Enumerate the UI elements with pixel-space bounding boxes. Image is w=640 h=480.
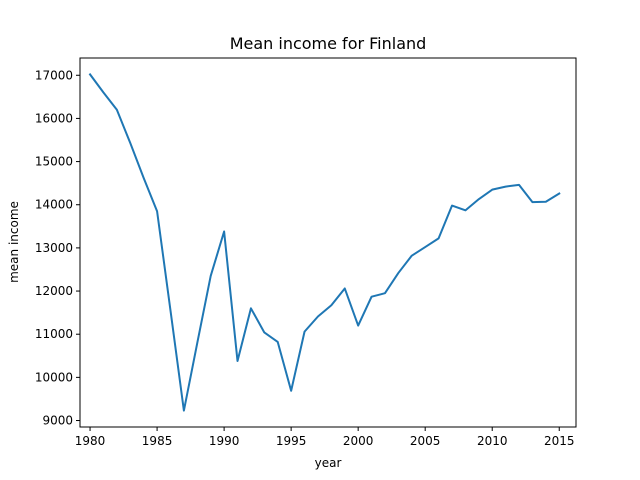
x-tick-label: 2015 bbox=[544, 434, 575, 448]
chart-title: Mean income for Finland bbox=[230, 34, 427, 53]
y-tick-label: 14000 bbox=[35, 198, 73, 212]
y-tick-label: 12000 bbox=[35, 284, 73, 298]
x-tick-label: 1985 bbox=[142, 434, 173, 448]
x-tick-label: 2010 bbox=[477, 434, 508, 448]
plot-frame bbox=[79, 57, 577, 428]
x-axis-label: year bbox=[315, 456, 342, 470]
y-tick-label: 15000 bbox=[35, 155, 73, 169]
x-axis: 1980 1985 1990 1995 2000 2005 2010 2015 bbox=[75, 427, 575, 448]
y-tick-label: 17000 bbox=[35, 68, 73, 82]
y-axis-label: mean income bbox=[7, 201, 21, 283]
series-line-mean-income bbox=[88, 73, 561, 412]
y-tick-label: 13000 bbox=[35, 241, 73, 255]
x-tick-label: 2000 bbox=[343, 434, 374, 448]
y-tick-label: 11000 bbox=[35, 327, 73, 341]
y-axis: 9000 10000 11000 12000 13000 14000 15000 16000 1… bbox=[35, 68, 80, 428]
y-tick-label: 9000 bbox=[42, 414, 73, 428]
x-tick-label: 1995 bbox=[276, 434, 307, 448]
y-tick-label: 10000 bbox=[35, 370, 73, 384]
x-tick-label: 2005 bbox=[410, 434, 441, 448]
x-tick-label: 1990 bbox=[209, 434, 240, 448]
x-tick-label: 1980 bbox=[75, 434, 106, 448]
y-tick-label: 16000 bbox=[35, 111, 73, 125]
